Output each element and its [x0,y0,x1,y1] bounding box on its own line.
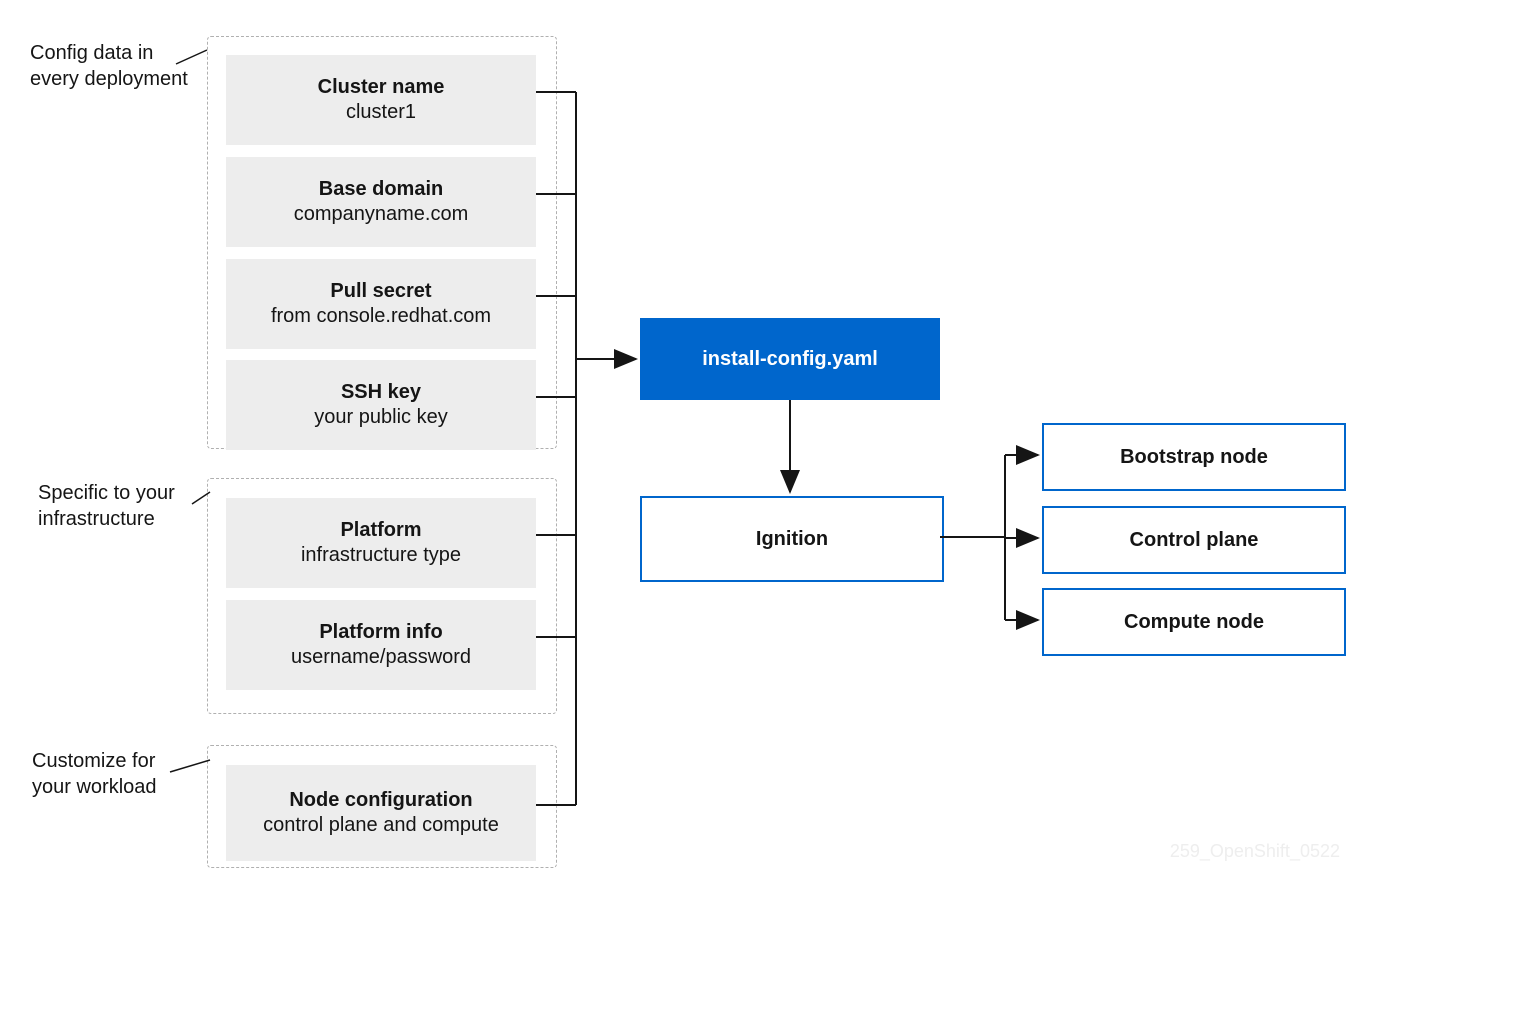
box-pull-secret-sub: from console.redhat.com [271,305,491,328]
box-install-config-label: install-config.yaml [702,348,878,371]
box-pull-secret-title: Pull secret [330,280,431,303]
box-control-plane-label: Control plane [1130,529,1259,552]
box-ssh-key-sub: your public key [314,406,447,429]
label-group1-l2: every deployment [30,68,188,90]
box-ignition: Ignition [640,496,944,582]
box-base-domain-title: Base domain [319,178,443,201]
box-cluster-name-sub: cluster1 [346,101,416,124]
box-ignition-label: Ignition [756,528,828,551]
watermark-text: 259_OpenShift_0522 [1170,841,1340,862]
box-pull-secret: Pull secret from console.redhat.com [226,259,536,349]
box-node-config: Node configuration control plane and com… [226,765,536,861]
box-base-domain-sub: companyname.com [294,203,469,226]
box-ssh-key: SSH key your public key [226,360,536,450]
label-group1: Config data in every deployment [30,40,188,92]
box-bootstrap-node: Bootstrap node [1042,423,1346,491]
box-bootstrap-node-label: Bootstrap node [1120,446,1268,469]
box-platform-info: Platform info username/password [226,600,536,690]
box-platform: Platform infrastructure type [226,498,536,588]
box-node-config-sub: control plane and compute [263,814,499,837]
box-platform-title: Platform [340,519,421,542]
box-base-domain: Base domain companyname.com [226,157,536,247]
box-platform-info-sub: username/password [291,646,471,669]
label-group2-l1: Specific to your [38,482,175,504]
box-platform-sub: infrastructure type [301,544,461,567]
label-group1-l1: Config data in [30,42,153,64]
box-control-plane: Control plane [1042,506,1346,574]
label-group2-l2: infrastructure [38,508,155,530]
label-group3-l1: Customize for [32,750,155,772]
box-platform-info-title: Platform info [319,621,442,644]
label-group3: Customize for your workload [32,748,157,800]
box-cluster-name: Cluster name cluster1 [226,55,536,145]
box-install-config: install-config.yaml [640,318,940,400]
label-group3-l2: your workload [32,776,157,798]
box-compute-node-label: Compute node [1124,611,1264,634]
box-node-config-title: Node configuration [289,789,472,812]
label-group2: Specific to your infrastructure [38,480,175,532]
box-ssh-key-title: SSH key [341,381,421,404]
box-compute-node: Compute node [1042,588,1346,656]
box-cluster-name-title: Cluster name [318,76,445,99]
